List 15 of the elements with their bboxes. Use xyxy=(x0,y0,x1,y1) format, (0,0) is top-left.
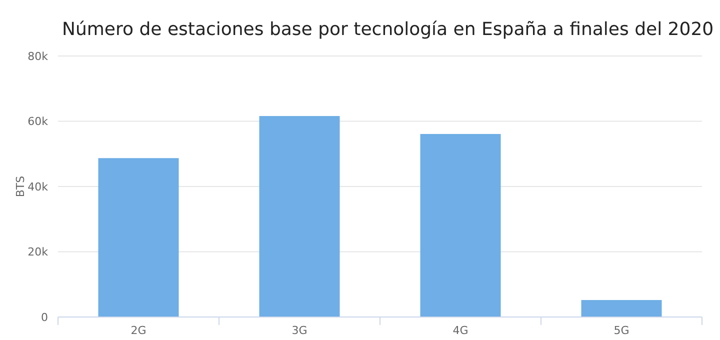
x-tick-label: 2G xyxy=(130,324,146,337)
y-tick-label: 0 xyxy=(41,310,48,324)
y-tick-label: 20k xyxy=(28,246,49,259)
x-tick-label: 3G xyxy=(292,324,308,337)
y-tick-label: 40k xyxy=(28,180,49,194)
y-axis-title: BTS xyxy=(14,176,27,198)
y-tick-label: 60k xyxy=(28,115,49,128)
bar xyxy=(259,116,340,317)
x-tick-label: 5G xyxy=(614,324,630,337)
chart-title: Número de estaciones base por tecnología en España a finales del 2020 xyxy=(62,19,714,40)
bar xyxy=(98,158,179,317)
bar xyxy=(420,134,501,317)
y-tick-label: 80k xyxy=(28,50,49,63)
bar xyxy=(581,300,662,317)
x-tick-label: 4G xyxy=(452,324,468,337)
